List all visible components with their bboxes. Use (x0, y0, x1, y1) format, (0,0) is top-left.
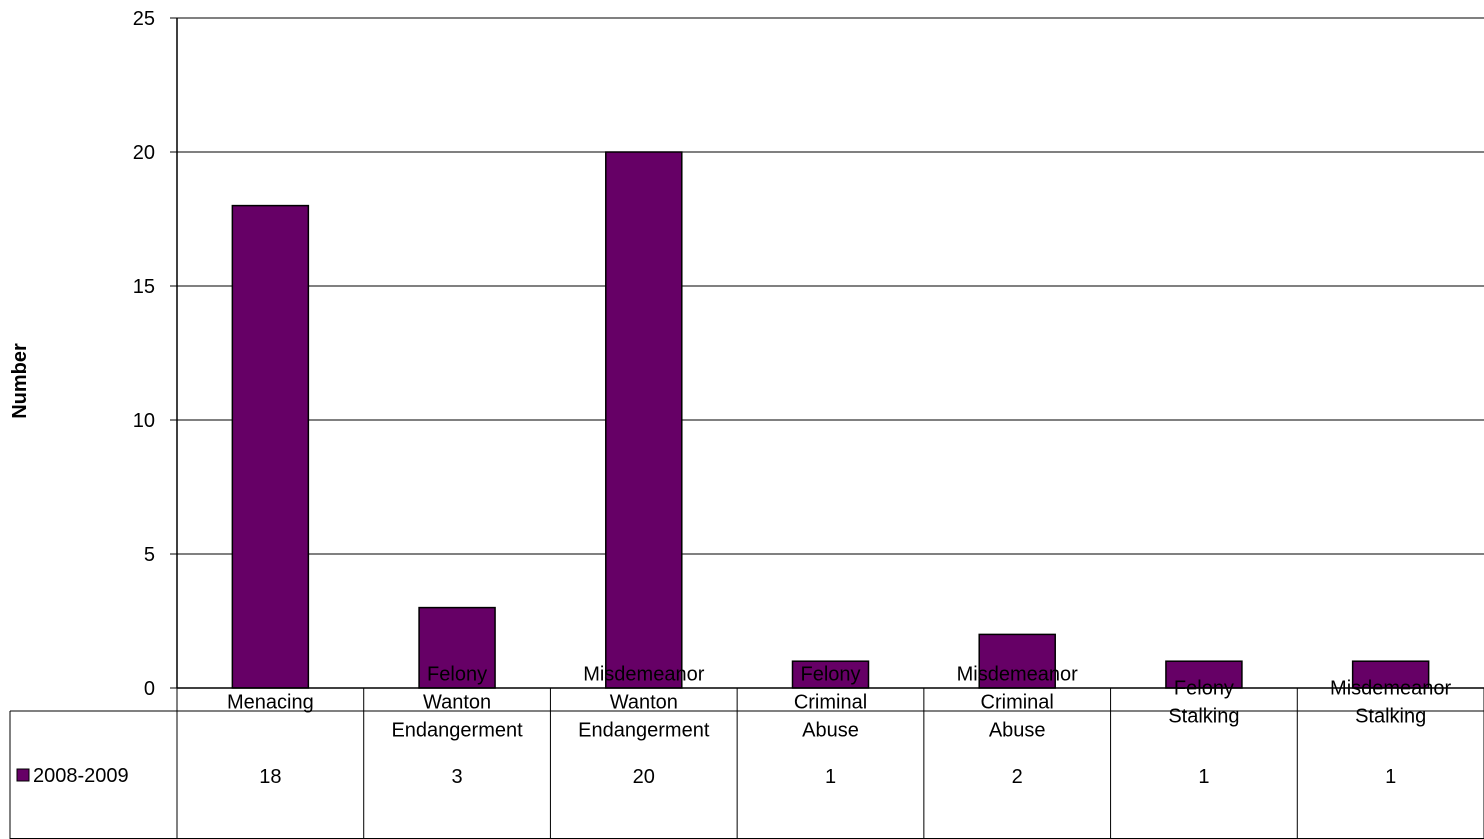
data-table-value: 3 (452, 766, 463, 788)
x-category-label-line: Abuse (802, 720, 859, 742)
x-category-label-line: Abuse (989, 720, 1046, 742)
x-category-label: Misdemeanor Stalking (1330, 678, 1452, 728)
x-category-label-line: Wanton (610, 692, 678, 714)
x-category-label: Misdemeanor Criminal Abuse (957, 664, 1079, 742)
x-category-label-line: Misdemeanor (583, 664, 705, 686)
y-tick-label: 10 (133, 410, 155, 432)
bar (978, 633, 1056, 689)
bar (1351, 660, 1430, 689)
x-category-label-line: Criminal (981, 692, 1054, 714)
y-tick-label: 15 (133, 276, 155, 298)
x-category-label-line: Felony (1174, 678, 1234, 700)
x-category-label-line: Misdemeanor (1330, 678, 1452, 700)
data-table-value: 2 (1012, 766, 1023, 788)
x-category-label-line: Misdemeanor (957, 664, 1079, 686)
x-category-label: Felony Criminal Abuse (794, 664, 867, 742)
x-category-label-line: Felony (800, 664, 860, 686)
legend-label: 2008-2009 (33, 765, 129, 787)
x-category-label-line: Menacing (227, 692, 314, 714)
data-table-value: 20 (633, 766, 655, 788)
legend-key (16, 768, 30, 782)
bars (231, 151, 1430, 689)
gridlines (177, 17, 1484, 555)
axes (170, 17, 1484, 689)
x-category-label-line: Wanton (423, 692, 491, 714)
y-tick-label: 20 (133, 142, 155, 164)
data-table-value: 1 (825, 766, 836, 788)
y-axis-label: Number (9, 343, 31, 419)
y-tick-label: 5 (144, 544, 155, 566)
x-category-label-line: Stalking (1168, 706, 1239, 728)
y-tick-label: 25 (133, 8, 155, 30)
x-category-label-line: Endangerment (391, 720, 523, 742)
x-category-label: Misdemeanor Wanton Endangerment (578, 664, 710, 742)
data-table-value: 1 (1385, 766, 1396, 788)
x-category-label-line: Criminal (794, 692, 867, 714)
data-table-value: 1 (1198, 766, 1209, 788)
x-category-label-line: Felony (427, 664, 487, 686)
y-tick-label: 0 (144, 678, 155, 700)
bar (791, 660, 870, 689)
x-category-label: Felony Wanton Endangerment (391, 664, 523, 742)
x-category-label: Felony Stalking (1168, 678, 1239, 728)
x-category-label-line: Stalking (1355, 706, 1426, 728)
bar (231, 204, 310, 689)
bar (605, 151, 683, 689)
bar (1165, 660, 1243, 689)
x-category-label: Menacing (227, 692, 314, 714)
y-tick-labels: 0 5 10 15 20 25 (133, 8, 155, 700)
x-category-label-line: Endangerment (578, 720, 710, 742)
data-table-value: 18 (259, 766, 281, 788)
